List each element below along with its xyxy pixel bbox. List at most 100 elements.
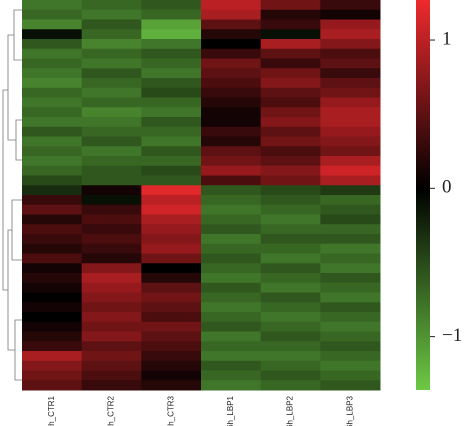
heatmap-cell	[201, 156, 262, 167]
heatmap-cell	[81, 243, 142, 254]
heatmap-cell	[141, 234, 202, 245]
heatmap-cell	[22, 68, 83, 79]
heatmap-cell	[201, 29, 262, 40]
heatmap-cell	[22, 282, 83, 293]
heatmap-cell	[201, 321, 262, 332]
heatmap-cell	[260, 107, 321, 118]
heatmap-cell	[260, 370, 321, 381]
heatmap-cell	[320, 243, 381, 254]
heatmap-cell	[260, 146, 321, 157]
heatmap-cell	[320, 312, 381, 323]
heatmap-cell	[260, 312, 321, 323]
heatmap-cell	[260, 0, 321, 11]
heatmap-cell	[141, 126, 202, 137]
heatmap-cell	[320, 117, 381, 128]
heatmap-cell	[201, 292, 262, 303]
heatmap-cell	[260, 302, 321, 313]
heatmap-cell	[81, 321, 142, 332]
heatmap-cell	[260, 156, 321, 167]
heatmap-cell	[320, 175, 381, 186]
heatmap-cell	[81, 263, 142, 274]
heatmap-cell	[260, 136, 321, 147]
heatmap-cell	[201, 195, 262, 206]
heatmap-cell	[81, 48, 142, 59]
heatmap-cell	[260, 48, 321, 59]
heatmap-cell	[320, 351, 381, 362]
heatmap-cell	[81, 136, 142, 147]
heatmap-cell	[81, 117, 142, 128]
heatmap-cell	[201, 97, 262, 108]
heatmap-cell	[22, 204, 83, 215]
heatmap-cell	[81, 351, 142, 362]
heatmap-cell	[81, 282, 142, 293]
heatmap-cell	[141, 331, 202, 342]
dendrogram	[2, 9, 22, 381]
heatmap-cell	[141, 68, 202, 79]
heatmap-cell	[201, 331, 262, 342]
heatmap-cell	[22, 312, 83, 323]
heatmap-cell	[22, 360, 83, 371]
heatmap-cell	[141, 253, 202, 264]
heatmap-cell	[260, 87, 321, 98]
column-label: 6h_CTR1	[47, 395, 56, 426]
heatmap-cell	[260, 224, 321, 235]
heatmap-cell	[81, 292, 142, 303]
heatmap-cell	[201, 146, 262, 157]
heatmap-cell	[141, 165, 202, 176]
heatmap-cell	[260, 39, 321, 50]
heatmap-cell	[22, 302, 83, 313]
heatmap-cell	[81, 360, 142, 371]
heatmap-cell	[141, 97, 202, 108]
heatmap-cell	[81, 204, 142, 215]
heatmap-cell	[81, 380, 142, 391]
heatmap-cell	[141, 117, 202, 128]
heatmap-cell	[141, 58, 202, 69]
heatmap-cell	[81, 156, 142, 167]
heatmap-cell	[201, 78, 262, 89]
heatmap-cell	[81, 341, 142, 352]
heatmap-cell	[201, 68, 262, 79]
heatmap-cell	[81, 370, 142, 381]
heatmap-cell	[22, 156, 83, 167]
heatmap-cell	[22, 214, 83, 225]
heatmap-cell	[81, 97, 142, 108]
heatmap-cell	[201, 165, 262, 176]
heatmap-cell	[260, 78, 321, 89]
heatmap-cell	[141, 29, 202, 40]
heatmap-cell	[260, 282, 321, 293]
heatmap-cell	[201, 204, 262, 215]
heatmap-cell	[81, 146, 142, 157]
heatmap-cell	[320, 341, 381, 352]
heatmap-cell	[201, 48, 262, 59]
heatmap-cell	[22, 97, 83, 108]
heatmap-cell	[201, 263, 262, 274]
heatmap-cell	[201, 273, 262, 284]
heatmap-cell	[320, 107, 381, 118]
heatmap-cell	[201, 9, 262, 20]
heatmap-cell	[81, 185, 142, 196]
heatmap-cell	[260, 204, 321, 215]
heatmap-cell	[260, 351, 321, 362]
heatmap-cell	[201, 19, 262, 30]
heatmap-cell	[320, 58, 381, 69]
heatmap-cell	[141, 370, 202, 381]
heatmap-cell	[201, 117, 262, 128]
heatmap-cell	[141, 185, 202, 196]
heatmap-cell	[81, 19, 142, 30]
heatmap-cell	[260, 29, 321, 40]
heatmap-cell	[141, 146, 202, 157]
heatmap-cell	[22, 0, 83, 11]
heatmap-cell	[22, 234, 83, 245]
heatmap-cell	[201, 243, 262, 254]
heatmap-cell	[260, 380, 321, 391]
heatmap-cell	[260, 195, 321, 206]
heatmap-cell	[141, 321, 202, 332]
heatmap-cell	[22, 165, 83, 176]
heatmap-cell	[22, 39, 83, 50]
heatmap-cell	[22, 195, 83, 206]
heatmap-cell	[141, 360, 202, 371]
heatmap-cell	[260, 9, 321, 20]
heatmap-cell	[22, 380, 83, 391]
heatmap-cell	[81, 234, 142, 245]
heatmap-cell	[81, 312, 142, 323]
